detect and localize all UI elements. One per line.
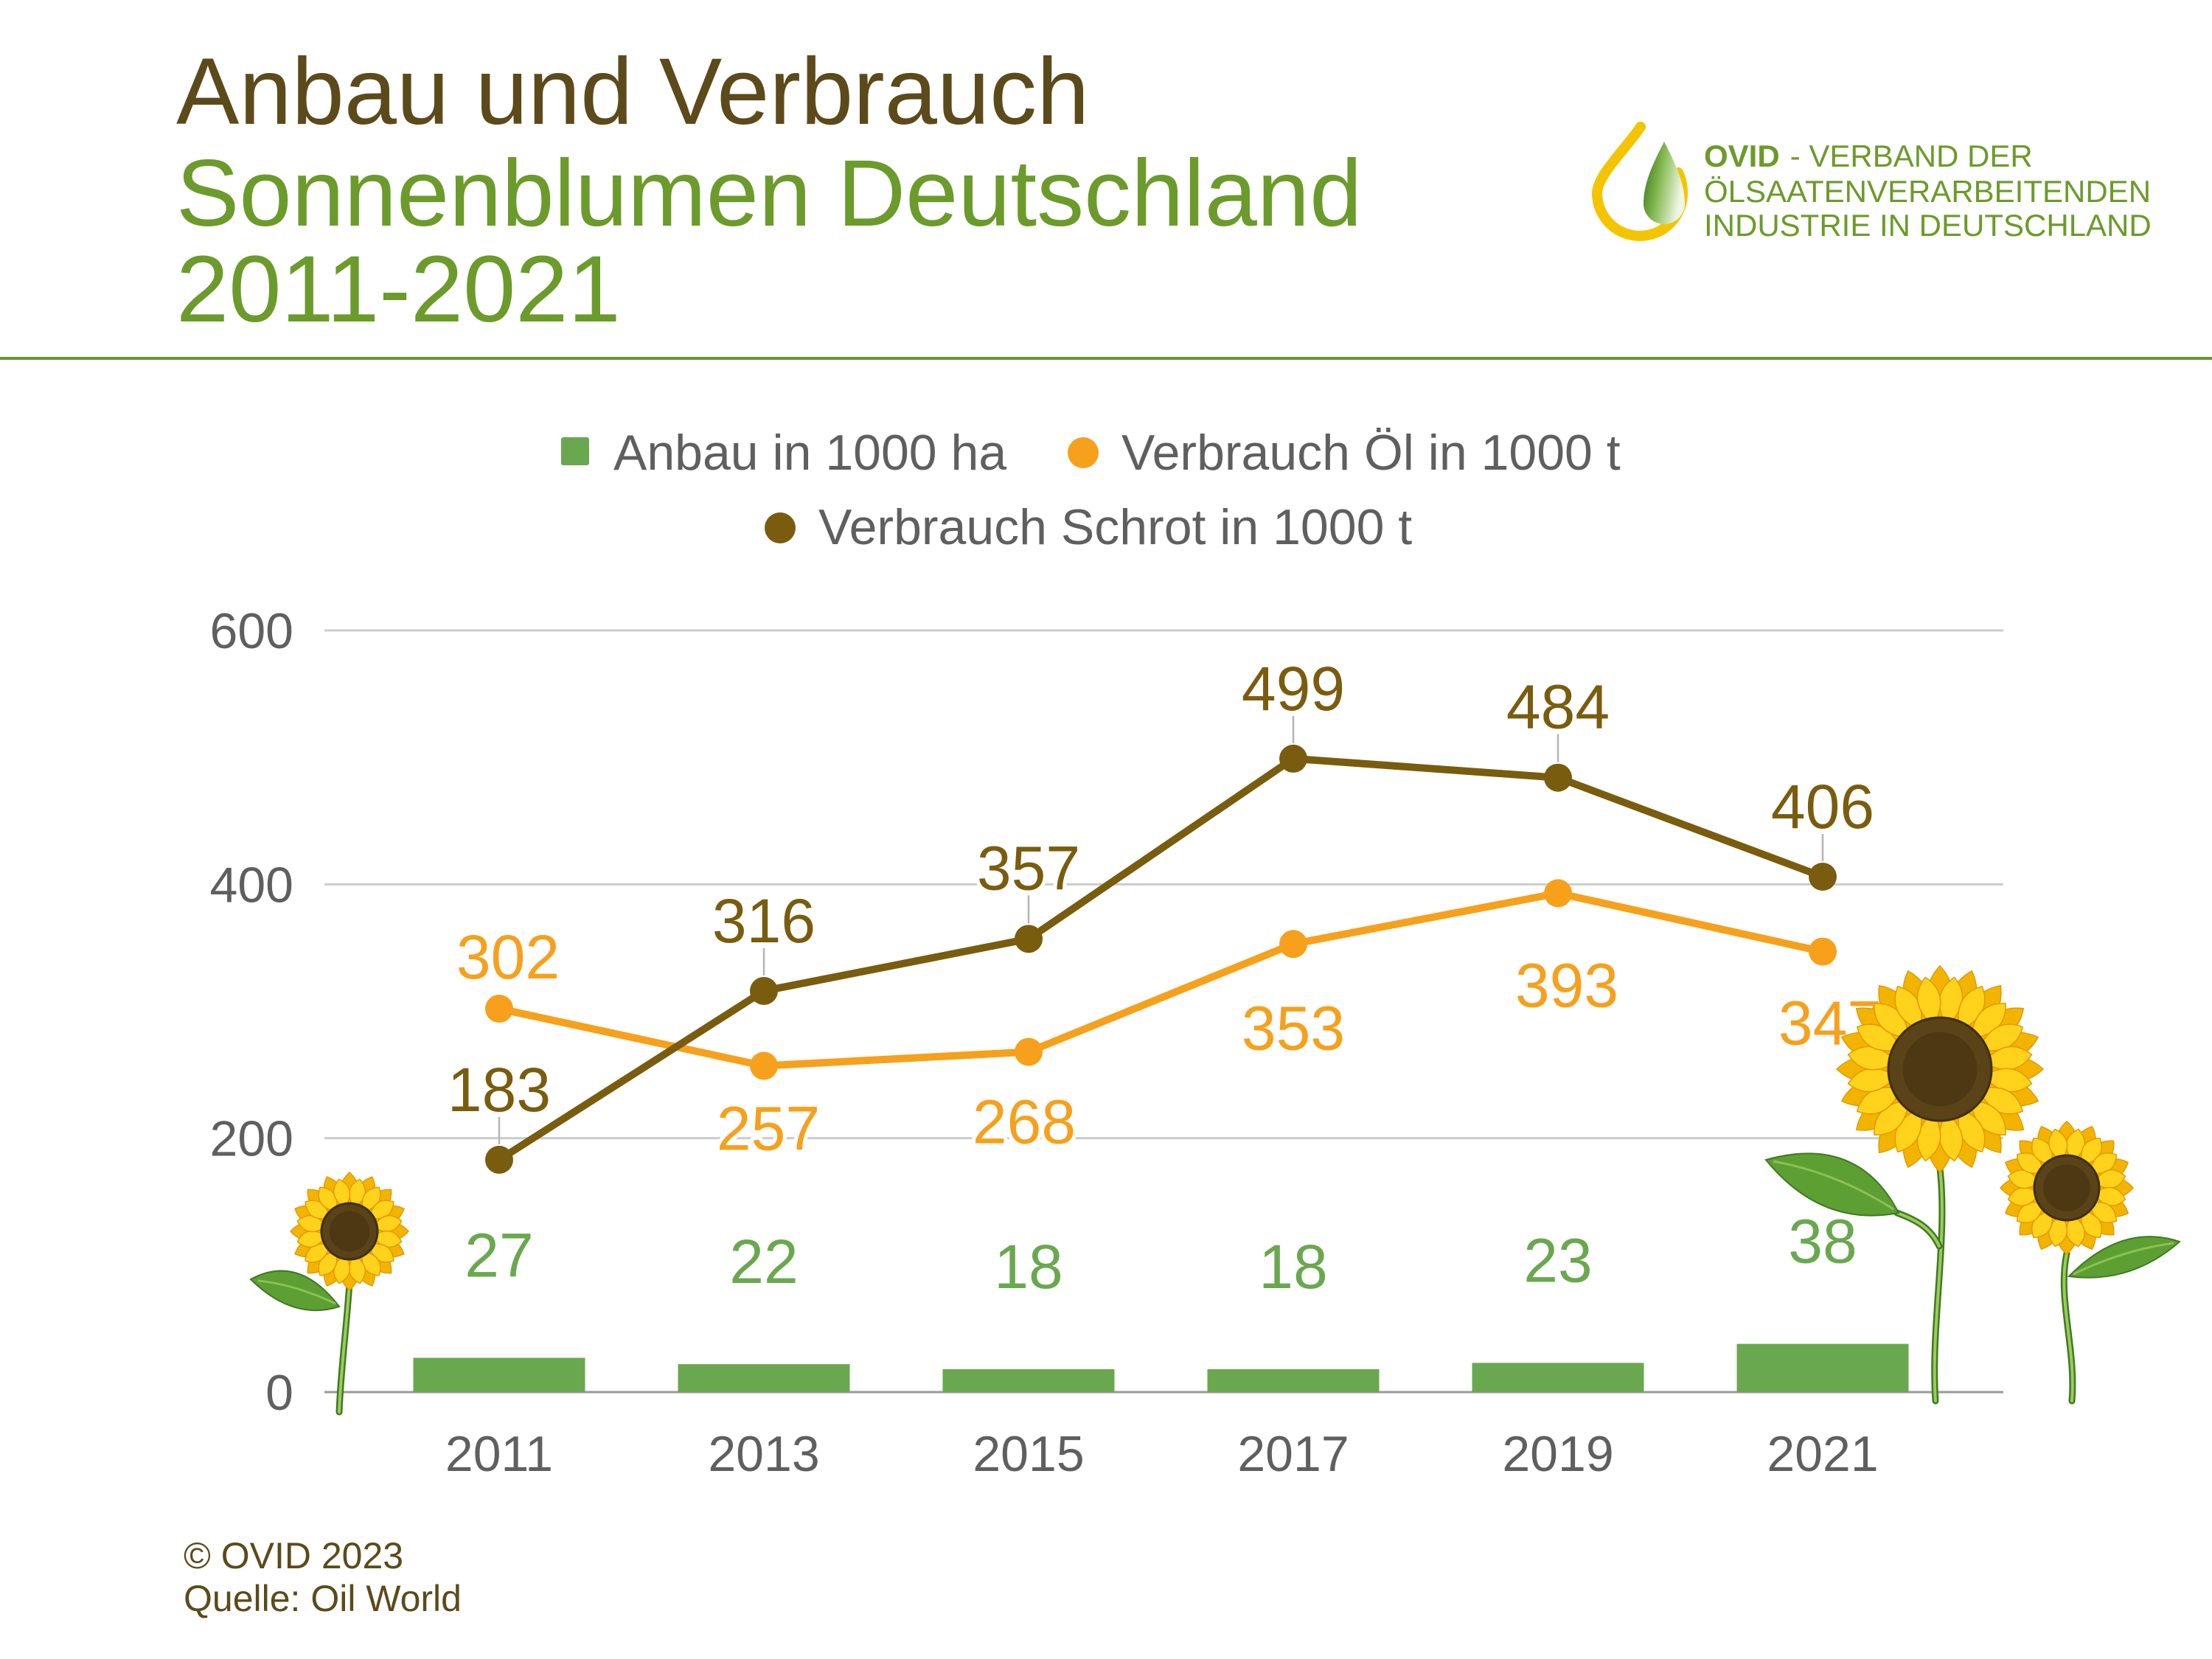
logo-tagline-2: ÖLSAATENVERARBEITENDEN — [1704, 174, 2151, 209]
label-leader-lines — [498, 715, 1824, 1144]
bar-2015 — [942, 1369, 1115, 1392]
sunflower-stem — [1893, 1209, 1943, 1250]
sunflower-stem-highlight — [1933, 1167, 1944, 1402]
sunflower-petal — [333, 1178, 351, 1209]
bar-value-label: 38 — [1788, 1207, 1857, 1276]
line-point-marker — [1809, 937, 1837, 966]
copyright-text: © OVID 2023 — [184, 1535, 403, 1576]
markers — [485, 744, 1837, 1174]
leaf-vein — [257, 1279, 336, 1305]
legend: Anbau in 1000 ha Verbrauch Öl in 1000 t … — [561, 425, 1621, 555]
line-value-label: 406 — [1771, 772, 1874, 841]
sunflower-icon — [2000, 1121, 2181, 1405]
legend-label: Verbrauch Schrot in 1000 t — [818, 499, 1412, 555]
line-point-marker — [1544, 763, 1572, 792]
line-value-label: 316 — [712, 886, 815, 956]
sunflower-center-core — [2043, 1164, 2090, 1211]
oil-drop-icon — [1591, 122, 1688, 241]
chart-title-line-2: Sonnenblumen Deutschland — [176, 141, 1362, 246]
bar-value-label: 18 — [1259, 1232, 1327, 1301]
sunflower-center-core — [329, 1211, 370, 1252]
chart-title-line-3: 2011-2021 — [176, 237, 621, 342]
bar-2013 — [678, 1364, 850, 1392]
legend-label: Verbrauch Öl in 1000 t — [1121, 425, 1621, 481]
x-tick-label: 2015 — [973, 1426, 1084, 1482]
series-line-1 — [495, 889, 1826, 1070]
y-tick-label: 0 — [265, 1365, 293, 1421]
bar-value-label: 22 — [729, 1227, 798, 1296]
sunflower-icon — [1764, 964, 2045, 1405]
legend-swatch-circle — [1068, 437, 1099, 468]
line-point-marker — [485, 1145, 513, 1174]
line-value-label: 499 — [1242, 654, 1345, 723]
sunflower-stem-highlight — [338, 1281, 351, 1413]
bar-value-label: 23 — [1523, 1225, 1592, 1295]
line-point-marker — [1015, 925, 1043, 953]
bar-2021 — [1736, 1343, 1909, 1392]
chart-title-line-1: Anbau und Verbrauch — [176, 39, 1089, 145]
x-tick-label: 2017 — [1237, 1426, 1349, 1482]
line-value-label: 393 — [1515, 950, 1618, 1020]
series-line-2 — [495, 754, 1826, 1164]
line-point-marker — [1544, 879, 1572, 908]
sunflower-petal — [1916, 976, 1941, 1027]
x-tick-label: 2019 — [1502, 1426, 1613, 1482]
leaf-icon — [1764, 1152, 1900, 1217]
sunflower-petal — [2048, 1128, 2068, 1162]
plot-area: 0 200 400 600 2011 2013 2015 2017 2019 2021 27 22 18… — [210, 603, 2003, 1482]
bar-value-label: 27 — [465, 1221, 533, 1290]
logo-tagline-1: - VERBAND DER — [1790, 139, 2033, 173]
bar-value-label: 18 — [994, 1232, 1062, 1301]
sunflower-illustrations — [249, 964, 2181, 1416]
legend-item-verbrauch-oel: Verbrauch Öl in 1000 t — [1068, 425, 1621, 481]
y-tick-label: 600 — [210, 603, 293, 659]
line-point-marker — [485, 995, 513, 1023]
line-point-marker — [1015, 1037, 1043, 1066]
y-tick-label: 200 — [210, 1111, 293, 1167]
logo-text-line-1: OVID - VERBAND DER — [1704, 139, 2033, 173]
line-point-marker — [1279, 930, 1307, 959]
sunflower-icon — [249, 1171, 410, 1416]
bar-2017 — [1207, 1369, 1380, 1392]
line-point-marker — [1279, 744, 1307, 773]
sunflower-stem-highlight — [1896, 1211, 1941, 1248]
legend-label: Anbau in 1000 ha — [613, 425, 1006, 481]
logo-brand-name: OVID — [1704, 139, 1780, 173]
sunflower-stem-highlight — [2062, 1252, 2074, 1402]
line-point-marker — [750, 976, 778, 1005]
line-point-marker — [1809, 863, 1837, 891]
legend-swatch-circle — [765, 512, 796, 543]
line-value-label: 353 — [1242, 993, 1345, 1062]
legend-item-anbau: Anbau in 1000 ha — [561, 425, 1006, 481]
lines — [495, 754, 1826, 1164]
line-value-label: 357 — [977, 833, 1080, 902]
x-tick-label: 2013 — [708, 1426, 819, 1482]
leaf-vein — [1773, 1160, 1894, 1211]
line-point-marker — [750, 1051, 778, 1080]
gridlines — [324, 629, 2003, 1394]
source-text: Quelle: Oil World — [184, 1578, 462, 1619]
drop-inner — [1644, 142, 1685, 224]
line-value-label: 257 — [717, 1094, 820, 1164]
logo-tagline-3: INDUSTRIE IN DEUTSCHLAND — [1704, 208, 2152, 243]
ovid-logo: OVID - VERBAND DER ÖLSAATENVERARBEITENDEN… — [1591, 122, 2152, 243]
bar-2019 — [1472, 1363, 1644, 1392]
leaf-vein — [2073, 1242, 2174, 1276]
x-tick-label: 2021 — [1767, 1426, 1878, 1482]
bar-2011 — [413, 1357, 585, 1392]
x-tick-label: 2011 — [445, 1426, 553, 1482]
legend-item-verbrauch-schrot: Verbrauch Schrot in 1000 t — [765, 499, 1412, 555]
line-value-label: 484 — [1506, 672, 1610, 742]
line-value-label: 302 — [456, 922, 560, 992]
line-value-label: 183 — [448, 1055, 551, 1124]
sunflower-center-core — [1902, 1032, 1978, 1107]
legend-swatch-square — [561, 437, 589, 465]
y-tick-label: 400 — [210, 857, 293, 913]
leaf-icon — [249, 1270, 341, 1312]
bars — [413, 1343, 1909, 1392]
line-value-label: 268 — [973, 1088, 1076, 1157]
